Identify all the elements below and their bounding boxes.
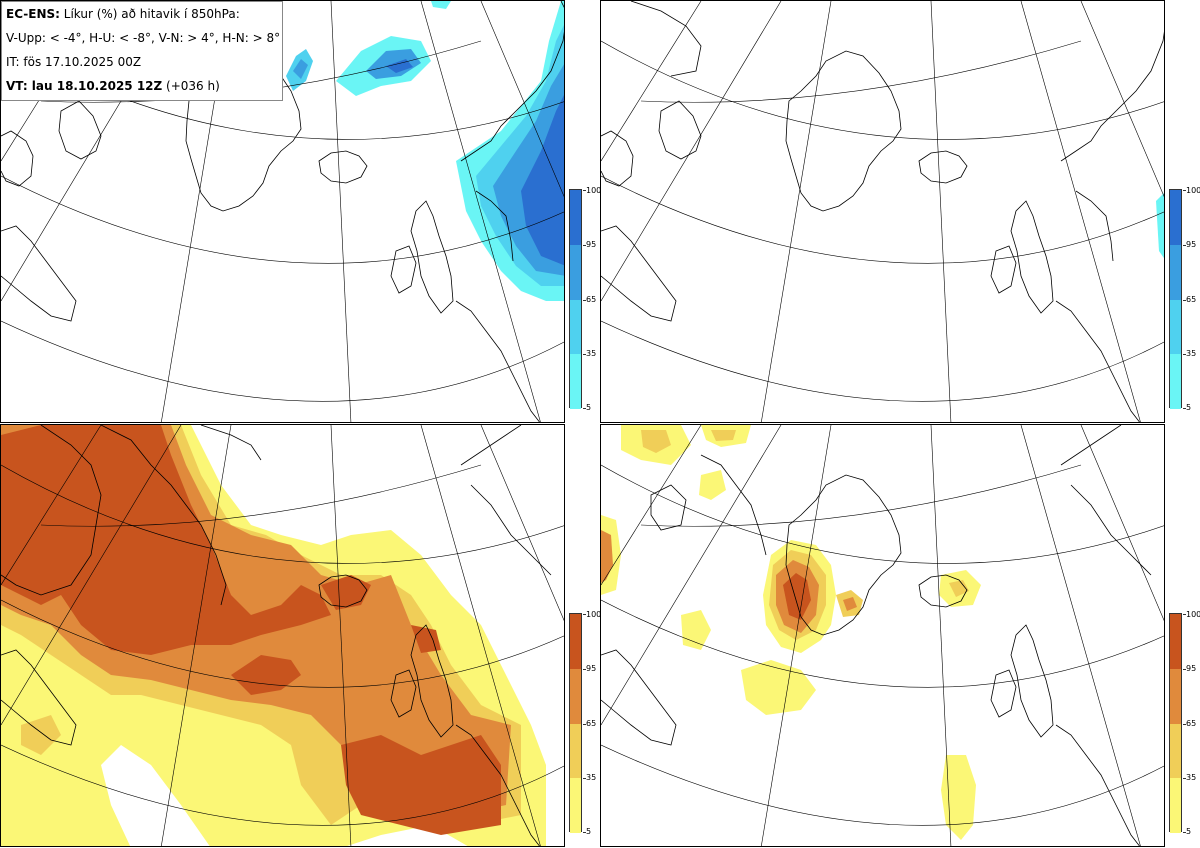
colorbar-tick: 95 [1186, 240, 1197, 249]
colorbar-tick: 5 [586, 827, 592, 836]
threshold-legend: V-Upp: < -4°, H-U: < -8°, V-N: > 4°, H-N… [6, 31, 281, 45]
map-panel-lower-left [0, 424, 565, 847]
colorbar-tick: 35 [586, 349, 597, 358]
map-canvas [601, 425, 1164, 846]
colorbar-tick: 65 [1186, 295, 1197, 304]
map-canvas [601, 1, 1164, 422]
probability-shading [1156, 193, 1164, 259]
graticule [601, 425, 1164, 846]
colorbar-tick: 95 [1186, 664, 1197, 673]
colorbar-warm-lower-right: 100 95 65 35 5 [1169, 611, 1200, 836]
colorbar-tick: 100 [1186, 186, 1200, 195]
map-panel-upper-right [600, 0, 1165, 423]
model-name: EC-ENS: [6, 7, 60, 21]
colorbar-tick: 65 [586, 719, 597, 728]
probability-shading [1, 425, 546, 846]
colorbar-tick: 65 [586, 295, 597, 304]
graticule [601, 1, 1164, 422]
colorbar-tick: 5 [1186, 827, 1192, 836]
colorbar-cold-upper-right: 100 95 65 35 5 [1169, 187, 1200, 412]
map-panel-upper-left: EC-ENS: Líkur (%) að hitavik í 850hPa: V… [0, 0, 565, 423]
coastlines [1, 425, 552, 846]
colorbar-tick: 35 [1186, 349, 1197, 358]
variable-description: Líkur (%) að hitavik í 850hPa: [59, 7, 240, 21]
colorbar-tick: 95 [586, 240, 597, 249]
colorbar-cold-upper-left: 100 95 65 35 5 [569, 187, 601, 412]
probability-shading [286, 1, 564, 301]
forecast-info-box: EC-ENS: Líkur (%) að hitavik í 850hPa: V… [1, 1, 283, 101]
colorbar-tick: 100 [586, 186, 602, 195]
coastlines [601, 1, 1164, 422]
colorbar-tick: 95 [586, 664, 597, 673]
colorbar-tick: 100 [586, 610, 602, 619]
valid-time: VT: lau 18.10.2025 12Z [6, 79, 163, 93]
colorbar-tick: 100 [1186, 610, 1200, 619]
initial-time: IT: fös 17.10.2025 00Z [6, 55, 142, 69]
probability-shading [601, 425, 981, 840]
coastlines [601, 425, 1152, 846]
colorbar-warm-lower-left: 100 95 65 35 5 [569, 611, 601, 836]
colorbar-tick: 35 [586, 773, 597, 782]
colorbar-tick: 65 [1186, 719, 1197, 728]
forecast-lead: (+036 h) [162, 79, 220, 93]
colorbar-tick: 5 [586, 403, 592, 412]
map-panel-lower-right [600, 424, 1165, 847]
colorbar-tick: 5 [1186, 403, 1192, 412]
colorbar-tick: 35 [1186, 773, 1197, 782]
map-canvas [1, 425, 564, 846]
graticule [1, 425, 564, 846]
